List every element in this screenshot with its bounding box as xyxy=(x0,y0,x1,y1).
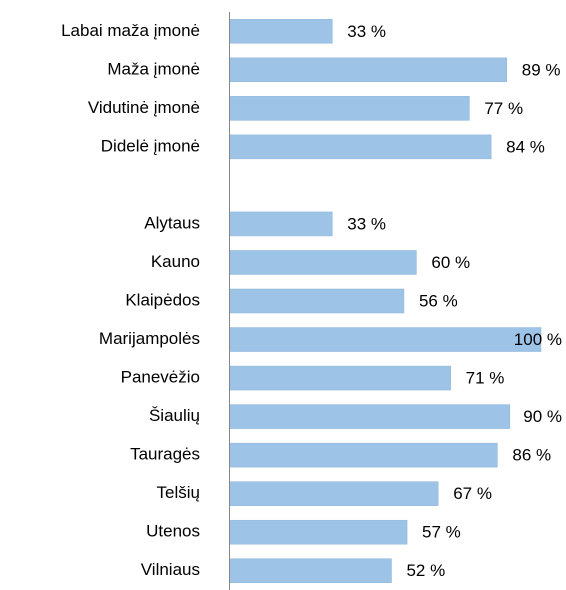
value-label: 90 % xyxy=(523,407,562,426)
bar xyxy=(229,250,417,275)
value-label: 71 % xyxy=(466,369,505,388)
y-tick-label: Telšių xyxy=(157,483,200,502)
bar xyxy=(229,327,542,352)
bar xyxy=(229,57,507,83)
value-label: 89 % xyxy=(522,60,561,79)
bar xyxy=(229,365,451,391)
value-label: 60 % xyxy=(431,253,470,272)
y-tick-label: Šiaulių xyxy=(149,406,200,425)
value-label: 57 % xyxy=(422,523,461,542)
value-label: 52 % xyxy=(406,561,445,580)
value-label: 84 % xyxy=(506,137,545,156)
bar xyxy=(229,481,439,506)
y-tick-label: Klaipėdos xyxy=(125,290,200,309)
y-tick-label: Tauragės xyxy=(130,445,200,464)
y-tick-label: Vilniaus xyxy=(141,560,200,579)
y-tick-label: Labai maža įmonė xyxy=(61,21,200,40)
value-label: 100 % xyxy=(514,330,562,349)
bar xyxy=(229,558,392,583)
value-label: 56 % xyxy=(419,291,458,310)
y-tick-label: Didelė įmonė xyxy=(101,136,200,155)
bar xyxy=(229,211,333,237)
bar xyxy=(229,288,405,314)
value-label: 77 % xyxy=(484,99,523,118)
value-label: 33 % xyxy=(347,22,386,41)
y-tick-label: Vidutinė įmonė xyxy=(88,98,200,117)
value-label: 67 % xyxy=(453,484,492,503)
bar xyxy=(229,404,511,429)
bar xyxy=(229,134,492,160)
y-tick-label: Alytaus xyxy=(144,213,200,232)
value-label: 33 % xyxy=(347,214,386,233)
y-tick-label: Panevėžio xyxy=(121,368,200,387)
bar xyxy=(229,442,498,468)
bar xyxy=(229,19,333,44)
y-tick-label: Utenos xyxy=(146,522,200,541)
y-tick-label: Marijampolės xyxy=(99,329,200,348)
bar xyxy=(229,96,470,121)
value-label: 86 % xyxy=(512,446,551,465)
y-tick-label: Maža įmonė xyxy=(107,59,200,78)
y-tick-label: Kauno xyxy=(151,252,200,271)
bar xyxy=(229,519,408,545)
